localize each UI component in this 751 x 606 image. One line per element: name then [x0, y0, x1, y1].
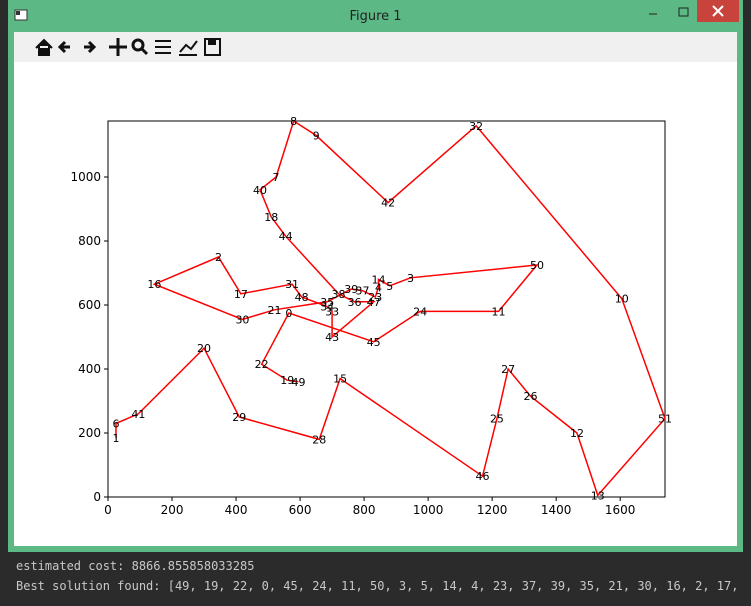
point-label: 20	[197, 342, 211, 355]
point-label: 13	[591, 489, 605, 502]
point-label: 26	[524, 390, 538, 403]
point-label: 9	[313, 129, 320, 142]
point-label: 28	[312, 433, 326, 446]
point-label: 19	[280, 374, 294, 387]
y-tick-label: 1000	[70, 170, 101, 184]
point-label: 27	[501, 363, 515, 376]
point-label: 8	[290, 115, 297, 128]
point-label: 5	[386, 280, 393, 293]
point-label: 47	[367, 296, 381, 309]
x-tick-label: 400	[225, 503, 248, 517]
chart: 0 200 400 600 800 1000 1200 1400 160002004006008…	[70, 115, 672, 517]
pan-button[interactable]	[109, 38, 127, 56]
point-label: 7	[273, 171, 280, 184]
x-tick-label: 200	[161, 503, 184, 517]
console: estimated cost: 8866.855858033285 Best s…	[0, 556, 751, 596]
point-label: 37	[355, 285, 369, 298]
y-tick-label: 200	[78, 426, 101, 440]
point-label: 15	[333, 373, 347, 386]
point-label: 46	[476, 470, 490, 483]
x-tick-label: 1400	[541, 503, 572, 517]
toolbar-icons	[35, 38, 221, 56]
y-tick-label: 400	[78, 362, 101, 376]
home-button[interactable]	[35, 38, 53, 56]
edit-button[interactable]	[179, 40, 198, 56]
app-icon	[14, 9, 28, 21]
window-title: Figure 1	[349, 9, 402, 24]
point-label: 44	[279, 230, 293, 243]
x-tick-label: 600	[289, 503, 312, 517]
point-label: 1	[113, 432, 120, 445]
point-label: 35	[320, 296, 334, 309]
point-label: 18	[264, 211, 278, 224]
point-label: 0	[285, 307, 292, 320]
point-label: 6	[113, 417, 120, 430]
point-label: 11	[492, 305, 506, 318]
point-label: 24	[413, 305, 427, 318]
point-label: 38	[331, 288, 345, 301]
save-button[interactable]	[204, 38, 221, 56]
point-label: 22	[255, 358, 269, 371]
maximize-button[interactable]	[678, 7, 689, 17]
point-label: 41	[131, 408, 145, 421]
y-tick-label: 800	[78, 234, 101, 248]
point-label: 25	[490, 413, 504, 426]
point-label: 4	[375, 281, 382, 294]
point-label: 21	[267, 304, 281, 317]
console-line: Best solution found: [49, 19, 22, 0, 45,…	[16, 579, 739, 593]
y-tick-label: 600	[78, 298, 101, 312]
toolbar	[14, 32, 737, 62]
y-tick-label: 0	[93, 490, 101, 504]
point-label: 49	[291, 376, 305, 389]
point-label: 45	[367, 336, 381, 349]
point-label: 2	[215, 251, 222, 264]
point-label: 50	[530, 259, 544, 272]
plot-area	[107, 120, 666, 498]
point-label: 12	[570, 427, 584, 440]
point-label: 23	[368, 291, 382, 304]
point-label: 16	[147, 278, 161, 291]
zoom-button[interactable]	[131, 38, 149, 56]
x-tick-label: 1200	[477, 503, 508, 517]
title-bar: Figure 1	[8, 0, 743, 32]
point-label: 34	[320, 301, 334, 314]
point-label: 30	[235, 313, 249, 326]
x-tick-label: 1600	[605, 503, 636, 517]
point-label: 43	[325, 331, 339, 344]
x-tick-label: 1000	[413, 503, 444, 517]
point-label: 36	[347, 296, 361, 309]
point-label: 31	[285, 278, 299, 291]
route-line	[115, 119, 666, 497]
forward-button[interactable]	[84, 40, 97, 54]
point-label: 40	[253, 184, 267, 197]
console-line: estimated cost: 8866.855858033285	[16, 559, 255, 573]
point-label: 33	[325, 305, 339, 318]
window: Figure 1 0 200 400 600 800 1000 1200 1400 1600 0 2…	[8, 0, 743, 552]
figure-canvas: 0 200 400 600 800 1000 1200 1400 1600 0 200 400 600 8…	[14, 62, 737, 546]
point-label: 48	[295, 291, 309, 304]
point-label: 42	[381, 197, 395, 210]
back-button[interactable]	[57, 40, 70, 54]
point-label: 17	[234, 288, 248, 301]
point-label: 51	[658, 413, 672, 426]
point-label: 29	[232, 411, 246, 424]
x-tick-label: 0	[104, 503, 112, 517]
point-label: 3	[407, 272, 414, 285]
x-tick-label: 800	[353, 503, 376, 517]
point-label: 10	[615, 293, 629, 306]
configure-button[interactable]	[155, 40, 171, 54]
point-label: 39	[344, 283, 358, 296]
window-controls	[649, 0, 739, 22]
point-label: 32	[469, 120, 483, 133]
point-label: 14	[371, 273, 385, 286]
